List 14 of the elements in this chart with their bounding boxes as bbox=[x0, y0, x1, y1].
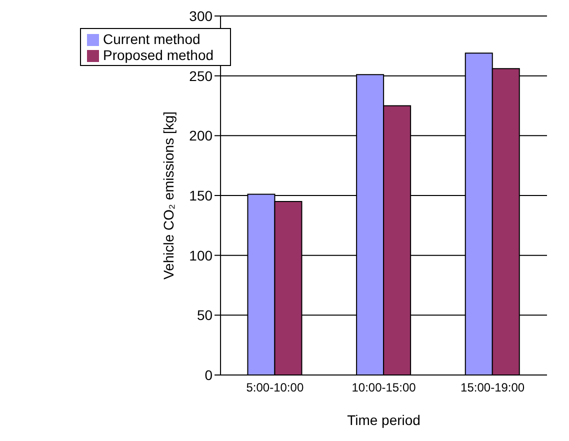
legend-label: Current method bbox=[103, 31, 200, 47]
y-axis-title: Vehicle CO₂ emissions [kg] bbox=[160, 111, 176, 280]
x-axis-title: Time period bbox=[347, 412, 420, 428]
y-tick-label: 150 bbox=[189, 187, 213, 204]
x-tick-label: 15:00-19:00 bbox=[460, 380, 525, 395]
y-tick-label: 250 bbox=[189, 68, 213, 84]
x-tick-label: 5:00-10:00 bbox=[246, 380, 304, 395]
y-tick-label: 50 bbox=[196, 307, 213, 324]
x-tick-label: 10:00-15:00 bbox=[352, 380, 416, 395]
y-tick-label: 300 bbox=[189, 8, 213, 24]
y-tick-label: 200 bbox=[189, 128, 213, 144]
legend-label: Proposed method bbox=[103, 47, 214, 63]
y-tick-label: 100 bbox=[189, 247, 213, 264]
y-tick-label: 0 bbox=[204, 366, 213, 383]
